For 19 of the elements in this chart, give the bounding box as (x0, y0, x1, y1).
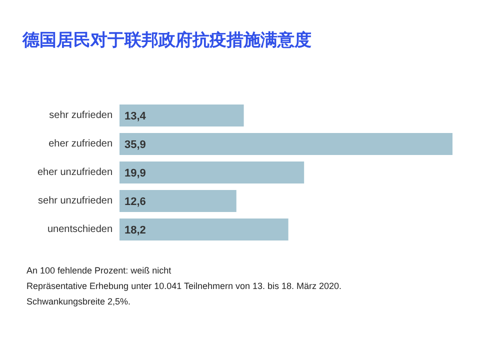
y-tick-label: eher unzufrieden (37, 167, 113, 178)
bar (120, 190, 236, 212)
bar (120, 133, 452, 155)
bar (120, 104, 244, 126)
chart-title: 德国居民对于联邦政府抗疫措施满意度 (22, 30, 312, 50)
text: An 100 fehlende Prozent: weiß nicht (26, 266, 172, 276)
data-label: 13,4 (124, 110, 147, 122)
text: Schwankungsbreite 2,5%. (26, 296, 131, 306)
data-label: 18,2 (124, 224, 146, 236)
data-label: 35,9 (124, 139, 146, 151)
y-tick-label: sehr unzufrieden (38, 196, 113, 206)
y-tick-label: eher zufrieden (48, 138, 113, 150)
y-tick-label: unentschieden (47, 224, 113, 235)
data-label: 19,9 (124, 168, 146, 180)
bar (120, 218, 288, 240)
text: Repräsentative Erhebung unter 10.041 Teilnehmern von 13. bis 18. März 2020. (26, 281, 342, 291)
data-label: 12,6 (124, 196, 146, 208)
y-tick-label: sehr zufrieden (49, 110, 113, 121)
bar (120, 162, 304, 184)
